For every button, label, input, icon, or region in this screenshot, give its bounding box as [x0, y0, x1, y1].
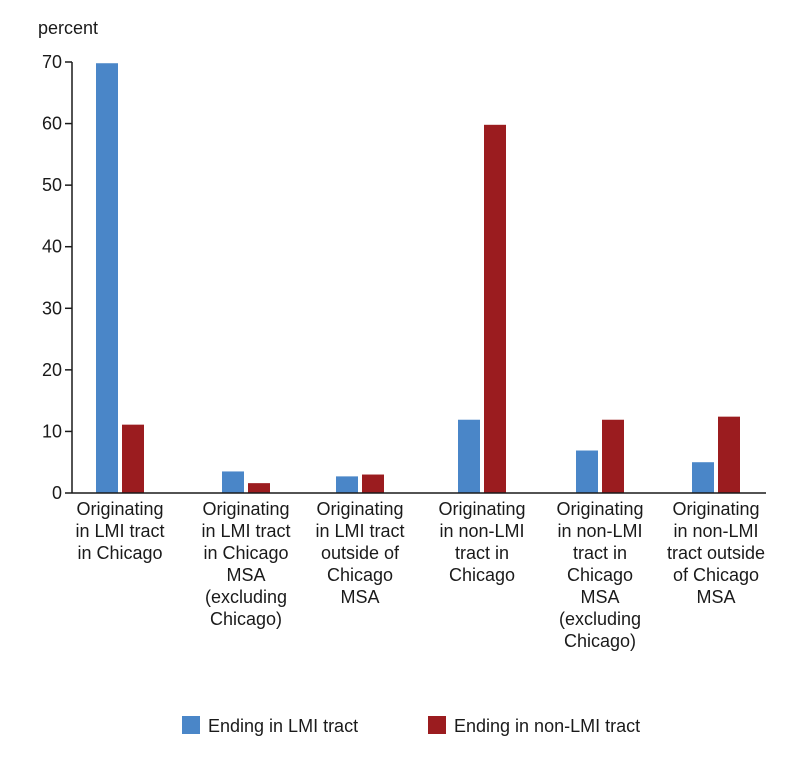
y-tick-label: 40	[42, 237, 62, 257]
bar-non-lmi-1	[122, 424, 144, 493]
bar-non-lmi-3	[362, 474, 384, 493]
bar-non-lmi-2	[248, 483, 270, 493]
category-label: Originating in LMI tract outside of Chicago…	[315, 499, 404, 607]
category-label: Originating in LMI tract in Chicago MSA (exc…	[201, 499, 290, 629]
y-tick-label: 20	[42, 360, 62, 380]
bar-non-lmi-5	[602, 419, 624, 493]
y-tick-label: 30	[42, 298, 62, 318]
y-tick-label: 10	[42, 421, 62, 441]
y-axis-unit-label: percent	[38, 18, 98, 38]
category-label: Originating in LMI tract in Chicago	[75, 499, 164, 563]
bar-lmi-5	[576, 450, 598, 493]
y-tick-label: 70	[42, 52, 62, 72]
legend-swatch-non-lmi	[428, 716, 446, 734]
y-tick-label: 50	[42, 175, 62, 195]
category-label: Originating in non-LMI tract in Chicago MSA(…	[556, 499, 643, 651]
legend: Ending in LMI tract Ending in non-LMI tra…	[182, 716, 640, 736]
bar-lmi-6	[692, 462, 714, 493]
y-tick-label: 60	[42, 114, 62, 134]
y-tick-label: 0	[52, 483, 62, 503]
legend-label-lmi: Ending in LMI tract	[208, 716, 358, 736]
bar-non-lmi-4	[484, 124, 506, 493]
category-label: Originating in non-LMI tract in Chicago	[438, 499, 525, 585]
bar-lmi-2	[222, 471, 244, 493]
bar-lmi-3	[336, 476, 358, 493]
x-axis: Originating in LMI tract in Chicago Origina…	[72, 492, 766, 651]
bar-lmi-4	[458, 419, 480, 493]
bars-group	[96, 63, 740, 493]
legend-swatch-lmi	[182, 716, 200, 734]
y-axis: 0 10 20 30 40 50 60 70	[42, 52, 73, 503]
bar-lmi-1	[96, 63, 118, 493]
bar-non-lmi-6	[718, 416, 740, 493]
category-label: Originating in non-LMI tract outside of Chi…	[667, 499, 765, 607]
legend-label-non-lmi: Ending in non-LMI tract	[454, 716, 640, 736]
